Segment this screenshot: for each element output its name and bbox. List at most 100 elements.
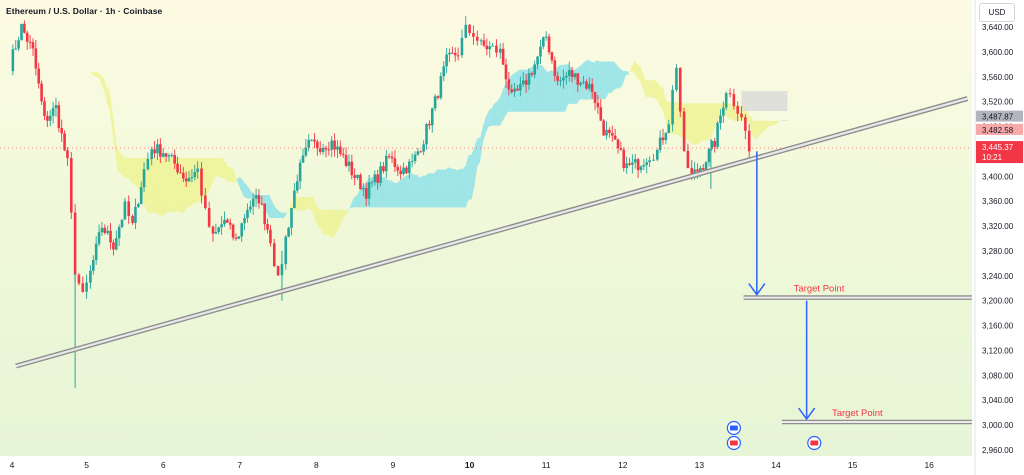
candle bbox=[619, 141, 623, 151]
candle bbox=[379, 161, 382, 187]
cloud-segment-bear bbox=[132, 157, 136, 186]
time-axis[interactable]: 4 5 6 7 8 9 10 11 12 13 14 15 16 bbox=[10, 460, 935, 470]
candle bbox=[616, 138, 620, 154]
candle bbox=[359, 173, 362, 190]
price-tick-label: 2,960.00 bbox=[982, 446, 1014, 455]
candle bbox=[193, 164, 197, 181]
candle-body bbox=[472, 33, 475, 37]
candle bbox=[475, 30, 479, 46]
cloud-segment-bull bbox=[474, 138, 478, 187]
cloud-segment-bull bbox=[491, 103, 495, 126]
candle bbox=[190, 169, 194, 183]
candle bbox=[228, 218, 232, 230]
candle bbox=[524, 73, 528, 93]
candle-body bbox=[89, 270, 92, 283]
candle bbox=[34, 40, 38, 76]
candle-body bbox=[413, 154, 417, 162]
cloud-segment-bear bbox=[714, 103, 719, 129]
price-tick-label: 3,400.00 bbox=[982, 172, 1014, 181]
cloud-segment-bull bbox=[393, 182, 397, 208]
candle bbox=[582, 75, 585, 85]
cloud-segment-bear bbox=[730, 103, 734, 121]
candle-body bbox=[131, 215, 134, 223]
candle-body bbox=[228, 222, 232, 225]
dividend-event-icon[interactable] bbox=[726, 420, 741, 436]
candle-body bbox=[304, 147, 308, 156]
drawings-layer[interactable]: Target Point Target Point bbox=[0, 96, 972, 451]
economic-event-icon[interactable] bbox=[807, 435, 822, 451]
candle bbox=[658, 130, 662, 153]
candle bbox=[576, 73, 580, 93]
candle-body bbox=[20, 23, 23, 41]
cloud-segment-bull bbox=[562, 64, 566, 112]
cloud-segment-bull bbox=[359, 186, 363, 208]
cloud-segment-bull bbox=[451, 168, 455, 208]
candle-body bbox=[740, 113, 743, 118]
candle bbox=[622, 147, 626, 172]
price-axis[interactable]: 3,640.003,600.003,560.003,520.003,480.00… bbox=[976, 23, 1023, 455]
candle-body bbox=[633, 159, 637, 163]
candle bbox=[260, 196, 264, 206]
cloud-segment-bull bbox=[585, 59, 589, 100]
candle bbox=[491, 42, 494, 47]
candle bbox=[747, 124, 751, 160]
economic-event-icon[interactable] bbox=[726, 435, 741, 451]
candle-body bbox=[284, 236, 288, 265]
price-tick-label: 3,520.00 bbox=[982, 98, 1014, 107]
candle bbox=[707, 148, 711, 167]
cloud-segment-bear bbox=[89, 72, 93, 75]
cloud-segment-bull bbox=[550, 70, 554, 112]
candle-body bbox=[491, 45, 494, 47]
candle-body bbox=[442, 66, 446, 77]
candle bbox=[211, 225, 215, 242]
candle-body bbox=[316, 141, 319, 149]
candle bbox=[298, 159, 302, 190]
candle bbox=[399, 165, 402, 180]
candle-body bbox=[182, 172, 185, 179]
candle bbox=[153, 141, 156, 159]
candle bbox=[579, 81, 582, 87]
candle-body bbox=[501, 48, 505, 65]
candle bbox=[362, 183, 365, 197]
cloud-segment-bear bbox=[628, 66, 632, 76]
cloud-segment-bear bbox=[161, 157, 165, 216]
cloud-segment-bear bbox=[234, 170, 237, 183]
candle bbox=[237, 235, 241, 240]
candle bbox=[713, 137, 717, 153]
candle bbox=[324, 145, 328, 158]
cloud-segment-bull bbox=[594, 60, 597, 100]
candle-body bbox=[456, 55, 460, 57]
cloud-segment-bear bbox=[216, 157, 220, 178]
candle-body bbox=[655, 149, 659, 160]
candle bbox=[655, 148, 659, 162]
candle-body bbox=[379, 166, 382, 183]
cloud-segment-bull bbox=[448, 167, 452, 208]
candle bbox=[521, 71, 525, 87]
candle bbox=[456, 47, 460, 61]
candle-body bbox=[390, 156, 394, 159]
candle-body bbox=[602, 120, 605, 136]
candle-body bbox=[716, 123, 719, 147]
time-tick-label: 9 bbox=[391, 460, 396, 470]
cloud-segment-bull bbox=[605, 61, 609, 99]
candle bbox=[678, 67, 682, 118]
currency-button[interactable]: USD bbox=[979, 3, 1015, 22]
candle-body bbox=[387, 155, 391, 157]
candle bbox=[407, 158, 411, 179]
cloud-segment-bull bbox=[350, 197, 354, 208]
price-tick-label: 3,000.00 bbox=[982, 421, 1014, 430]
candle-body bbox=[693, 169, 696, 174]
candle-body bbox=[682, 111, 686, 151]
cloud-segment-bull bbox=[531, 65, 535, 112]
cloud-segment-bull bbox=[545, 69, 549, 112]
candle bbox=[40, 80, 43, 105]
price-tick-label: 3,200.00 bbox=[982, 297, 1014, 306]
cloud-segment-bear bbox=[170, 157, 175, 212]
cloud-segment-bear bbox=[702, 103, 706, 141]
candle bbox=[184, 171, 188, 188]
candle-body bbox=[576, 73, 580, 85]
candle bbox=[156, 139, 159, 161]
candle bbox=[134, 198, 137, 230]
candle-body bbox=[156, 144, 159, 154]
